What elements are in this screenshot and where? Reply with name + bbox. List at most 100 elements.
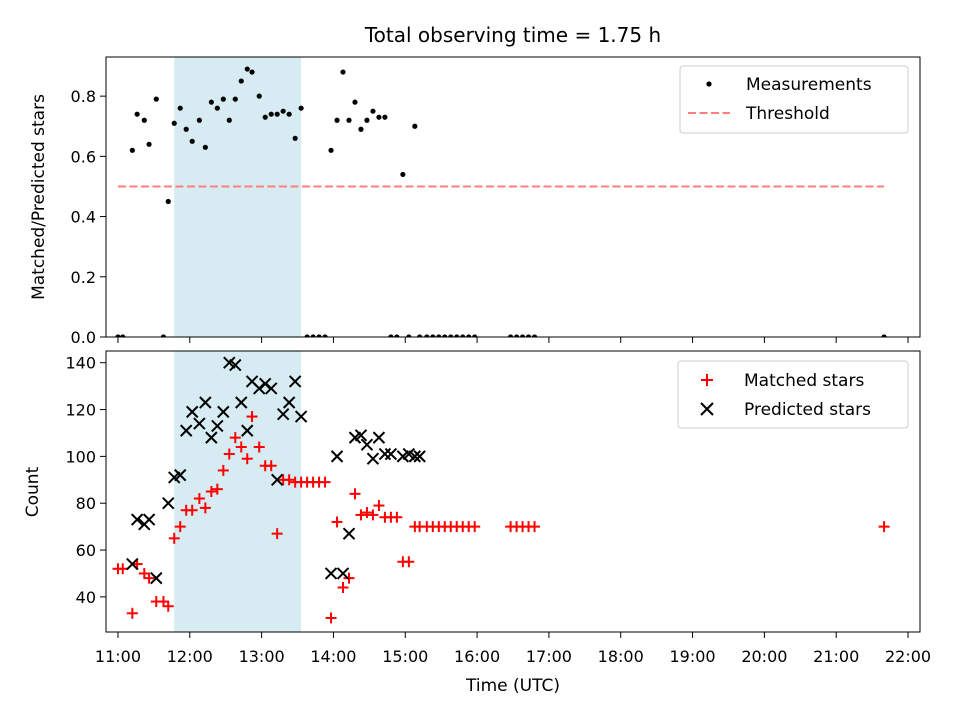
predicted-point: [342, 527, 356, 540]
measurement-point: [202, 144, 208, 150]
predicted-point: [142, 513, 156, 526]
measurement-point: [262, 114, 268, 120]
ratio-axis-ticks: 0.0 0.2 0.4 0.6 0.8: [71, 87, 909, 347]
measurement-point: [280, 108, 286, 114]
matched-point: [199, 502, 211, 514]
measurement-point: [388, 334, 394, 337]
x-axis-label: Time (UTC): [465, 676, 560, 696]
matched-point: [246, 411, 258, 423]
matched-point: [223, 448, 235, 460]
predicted-point: [336, 567, 350, 580]
predicted-point: [354, 429, 368, 442]
observing-window-band: [174, 351, 302, 632]
measurement-point: [160, 334, 167, 337]
measurement-point: [531, 334, 538, 337]
measurement-point: [165, 198, 171, 205]
measurement-point: [232, 96, 238, 102]
x-tick-label: 22:00: [885, 647, 931, 666]
y-tick-label: 120: [65, 401, 96, 420]
matched-point: [361, 507, 373, 519]
matched-point: [143, 572, 155, 584]
measurement-point: [146, 141, 152, 147]
measurement-point: [340, 69, 346, 75]
ratio-marks: [115, 66, 887, 337]
predicted-point: [205, 431, 218, 444]
matched-point: [217, 464, 229, 476]
predicted-point: [360, 438, 374, 451]
matched-point: [241, 453, 253, 465]
matched-point: [138, 567, 150, 579]
legend-matched-marker: [701, 374, 713, 386]
measurement-point: [460, 334, 466, 337]
measurement-point: [436, 334, 442, 337]
ratio-legend-frame: [679, 65, 909, 134]
matched-point: [367, 509, 379, 521]
y-tick-label: 0.0: [71, 328, 96, 347]
measurement-point: [322, 334, 328, 337]
measurement-point: [328, 147, 334, 153]
measurement-point: [454, 334, 460, 337]
measurement-point: [412, 123, 418, 129]
ratio-legend: Measurements Threshold: [679, 65, 909, 134]
predicted-point: [408, 450, 422, 463]
legend-measurements-label: Measurements: [746, 75, 872, 95]
x-tick-label: 14:00: [310, 647, 356, 666]
predicted-point: [330, 450, 344, 463]
measurement-point: [268, 111, 274, 117]
predicted-point: [174, 468, 187, 482]
measurement-point: [346, 117, 352, 123]
predicted-point: [162, 497, 175, 510]
measurement-point: [292, 135, 298, 141]
measurement-point: [220, 96, 226, 102]
count-marks: [112, 356, 890, 624]
measurement-point: [304, 334, 310, 337]
measurement-point: [129, 147, 135, 153]
measurement-point: [208, 99, 214, 105]
measurement-point: [881, 334, 887, 337]
matched-point: [229, 432, 241, 444]
matched-point: [126, 607, 138, 619]
y-tick-label: 60: [76, 541, 96, 560]
predicted-point: [264, 382, 278, 395]
ratio-plot-frame: [105, 56, 921, 338]
measurement-point: [177, 105, 183, 111]
ratio-panel: Total observing time = 1.75 h 0.00.20.40…: [29, 23, 921, 347]
matched-point: [205, 486, 217, 497]
measurement-point: [134, 111, 140, 117]
matched-point: [162, 600, 174, 612]
y-tick-label: 100: [65, 447, 96, 466]
predicted-point: [185, 405, 199, 419]
x-tick-label: 21:00: [813, 647, 859, 666]
matched-point: [469, 521, 481, 533]
measurement-point: [256, 93, 262, 99]
x-tick-label: 19:00: [670, 647, 716, 666]
count-axis-ticks: 11:00 12:00 13:00 14:00 15:00 16:00 17:00 18:00…: [65, 354, 931, 666]
predicted-point: [384, 447, 398, 461]
matched-point: [168, 532, 180, 544]
x-tick-label: 17:00: [526, 647, 572, 666]
count-legend: Matched stars Predicted stars: [677, 360, 909, 429]
matched-point: [271, 528, 283, 540]
matched-point: [157, 596, 169, 608]
x-tick-label: 20:00: [741, 647, 787, 666]
ratio-y-axis-label: Matched/Predicted stars: [29, 94, 49, 300]
predicted-point: [288, 375, 302, 388]
measurement-point: [189, 138, 195, 144]
measurement-point: [508, 334, 514, 337]
predicted-point: [193, 417, 206, 430]
x-tick-label: 13:00: [239, 647, 285, 666]
matched-point: [283, 474, 295, 486]
measurement-point: [400, 171, 406, 178]
x-tick-label: 15:00: [382, 647, 428, 666]
measurement-point: [519, 334, 526, 337]
measurement-point: [214, 105, 220, 111]
predicted-point: [199, 396, 212, 409]
measurement-point: [171, 120, 177, 126]
measurement-point: [358, 126, 364, 132]
predicted-point: [294, 410, 308, 423]
count-legend-frame: [677, 360, 909, 429]
matched-point: [349, 488, 361, 500]
measurement-point: [238, 78, 244, 84]
measurement-point: [286, 111, 292, 117]
